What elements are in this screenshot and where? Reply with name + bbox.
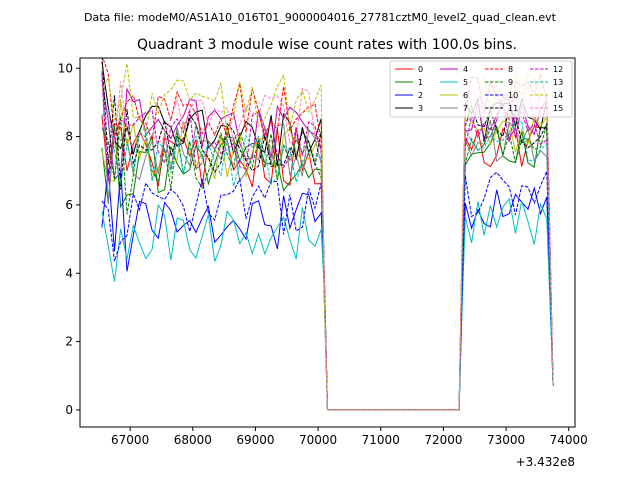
x-tick-label: 67000 xyxy=(111,433,149,447)
legend-label-15: 15 xyxy=(553,104,563,113)
legend-label-3: 3 xyxy=(418,104,423,113)
series-line-11 xyxy=(101,58,554,411)
series-line-15 xyxy=(101,81,554,411)
series-line-12 xyxy=(101,73,554,411)
x-tick-label: 72000 xyxy=(424,433,462,447)
x-tick-label: 74000 xyxy=(550,433,588,447)
legend-label-7: 7 xyxy=(463,104,468,113)
y-tick-label: 6 xyxy=(65,198,73,212)
legend-frame xyxy=(389,60,573,118)
x-tick-label: 73000 xyxy=(487,433,525,447)
x-tick-label: 70000 xyxy=(299,433,337,447)
y-tick-label: 4 xyxy=(65,266,73,280)
legend-label-1: 1 xyxy=(418,78,423,87)
legend-label-5: 5 xyxy=(463,78,468,87)
legend-label-4: 4 xyxy=(463,65,468,74)
x-offset-label: +3.432e8 xyxy=(516,455,575,469)
y-axis: 0 2 4 6 8 10 xyxy=(58,61,80,417)
x-tick-label: 68000 xyxy=(174,433,212,447)
y-tick-label: 8 xyxy=(65,130,73,144)
x-tick-label: 71000 xyxy=(362,433,400,447)
legend-label-0: 0 xyxy=(418,65,423,74)
legend-label-14: 14 xyxy=(553,91,563,100)
legend-label-6: 6 xyxy=(463,91,468,100)
legend-label-10: 10 xyxy=(508,91,518,100)
plot-area xyxy=(79,57,576,428)
legend-label-9: 9 xyxy=(508,78,513,87)
chart-title: Quadrant 3 module wise count rates with … xyxy=(137,37,517,53)
chart-suptitle: Data file: modeM0/AS1A10_016T01_90000040… xyxy=(84,11,557,24)
series-line-10 xyxy=(101,171,554,411)
legend-label-2: 2 xyxy=(418,91,423,100)
legend-label-12: 12 xyxy=(553,65,563,74)
y-tick-label: 10 xyxy=(58,61,73,75)
x-axis: 67000 68000 69000 70000 71000 72000 73000 74000 xyxy=(111,427,588,447)
legend-label-8: 8 xyxy=(508,65,513,74)
legend-label-11: 11 xyxy=(508,104,518,113)
series-layer xyxy=(101,58,554,411)
legend-label-13: 13 xyxy=(553,78,563,87)
y-tick-label: 0 xyxy=(65,403,73,417)
y-tick-label: 2 xyxy=(65,335,73,349)
x-tick-label: 69000 xyxy=(236,433,274,447)
